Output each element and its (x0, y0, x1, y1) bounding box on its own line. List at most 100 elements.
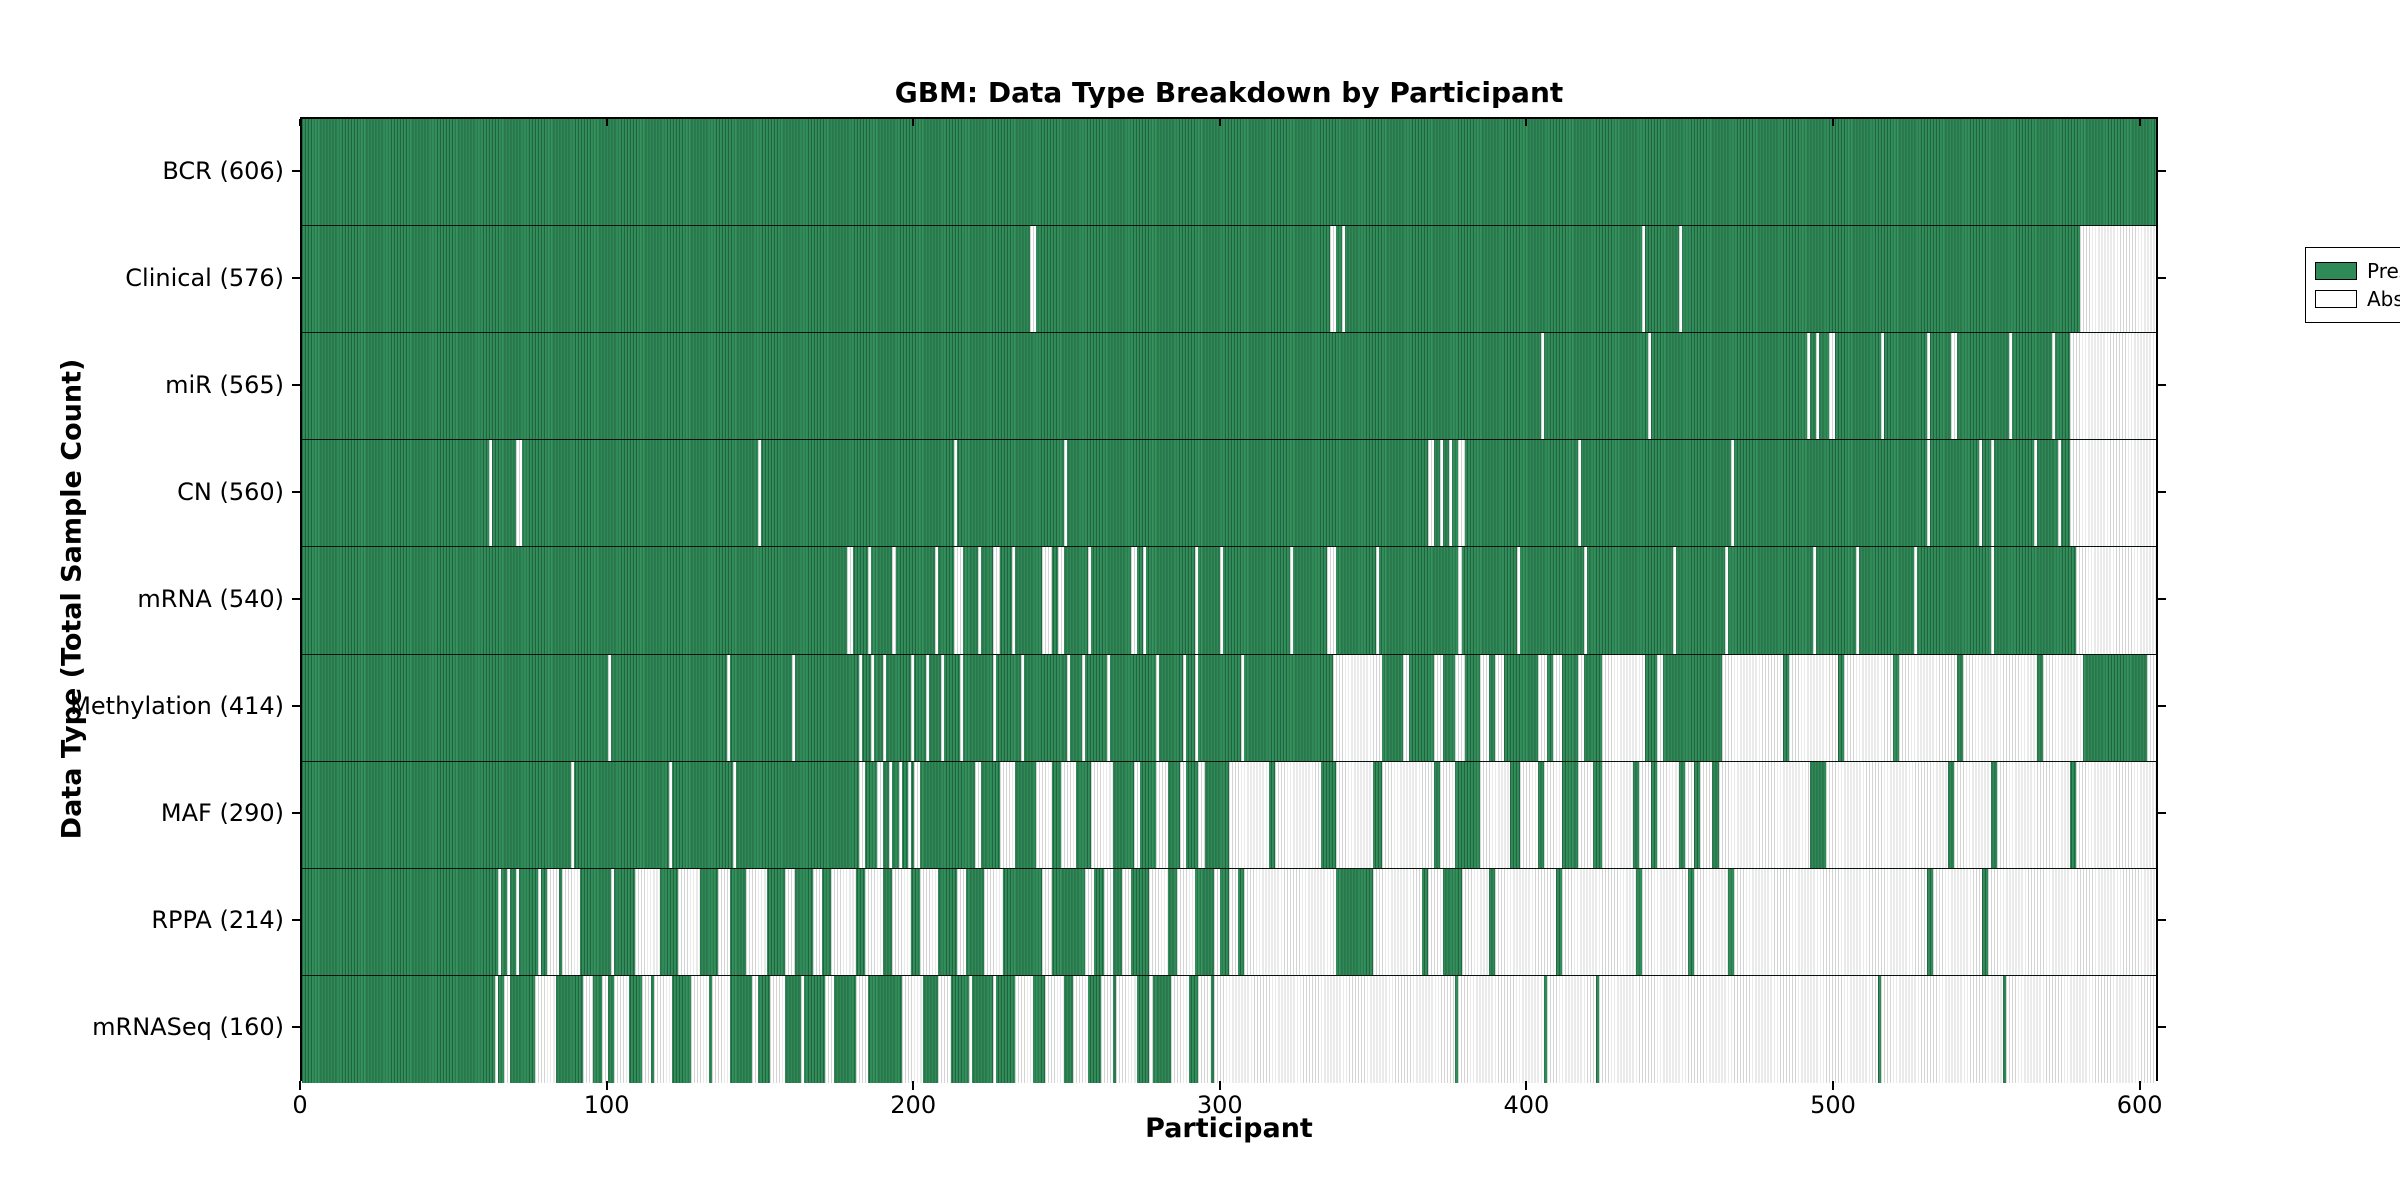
absent-segment (2006, 975, 2156, 1083)
absent-segment (1657, 761, 1679, 868)
absent-segment (751, 975, 758, 1083)
absent-segment (1978, 440, 1982, 547)
absent-segment (1375, 547, 1379, 654)
absent-segment (2033, 440, 2037, 547)
absent-segment (1155, 654, 1159, 761)
absent-segment (889, 761, 893, 868)
absent-segment (877, 761, 884, 868)
absent-segment (1718, 761, 1811, 868)
absent-segment (1926, 333, 1930, 440)
absent-segment (1085, 868, 1095, 975)
absent-segment (953, 440, 957, 547)
absent-segment (935, 547, 939, 654)
absent-segment (1990, 440, 1994, 547)
absent-segment (1672, 547, 1676, 654)
absent-segment (1149, 975, 1153, 1083)
absent-segment (1219, 547, 1223, 654)
absent-segment (938, 975, 951, 1083)
y-tick-left (292, 919, 300, 922)
absent-segment (1479, 761, 1511, 868)
absent-segment (1030, 226, 1037, 333)
y-tick-right (2158, 598, 2166, 600)
row-BCR (302, 119, 2156, 227)
absent-segment (1856, 547, 1860, 654)
absent-segment (867, 547, 872, 654)
absent-segment (1990, 547, 1994, 654)
x-tick (1525, 1081, 1528, 1090)
absent-segment (601, 975, 608, 1083)
absent-segment (1170, 975, 1190, 1083)
row-MAF (302, 761, 2156, 869)
absent-segment (1684, 761, 1695, 868)
absent-segment (516, 440, 523, 547)
absent-segment (1583, 547, 1587, 654)
absent-segment (993, 547, 1000, 654)
absent-segment (984, 868, 1003, 975)
absent-segment (1036, 761, 1052, 868)
absent-segment (1176, 868, 1196, 975)
legend-entry-present: Present (2315, 259, 2400, 283)
absent-segment (1241, 654, 1245, 761)
absent-segment (1495, 868, 1557, 975)
absent-segment (635, 868, 660, 975)
absent-segment (607, 654, 611, 761)
absent-segment (757, 440, 761, 547)
absent-segment (1103, 868, 1113, 975)
y-tick-label-RPPA: RPPA (214) (151, 906, 284, 935)
absent-segment (1602, 654, 1646, 761)
legend-entry-absent: Absent (2315, 287, 2400, 311)
absent-segment (1433, 654, 1444, 761)
absent-segment (1987, 868, 2156, 975)
absent-segment (1143, 547, 1147, 654)
absent-segment (1326, 547, 1337, 654)
plot-area: Present Absent (300, 117, 2400, 1083)
absent-segment (1577, 440, 1581, 547)
absent-segment (1440, 440, 1444, 547)
y-tick-right (2158, 705, 2166, 708)
row-mRNA (302, 547, 2156, 655)
absent-segment (1642, 226, 1646, 333)
absent-segment (641, 975, 651, 1083)
x-tick-top (1832, 119, 1834, 126)
x-tick-label: 500 (1810, 1091, 1856, 1119)
absent-segment (1458, 975, 1545, 1083)
absent-segment (1813, 547, 1817, 654)
x-tick-top (605, 119, 608, 126)
absent-segment (1880, 975, 2004, 1083)
absent-segment (1602, 761, 1633, 868)
absent-segment (864, 868, 884, 975)
y-tick-right (2158, 812, 2166, 815)
chart-title: GBM: Data Type Breakdown by Participant (894, 76, 1564, 109)
absent-segment (1121, 868, 1132, 975)
absent-segment (901, 975, 924, 1083)
x-tick-label: 600 (2116, 1091, 2163, 1119)
y-tick-right (2158, 1026, 2166, 1029)
absent-segment (1458, 547, 1462, 654)
absent-segment (1996, 761, 2071, 868)
absent-segment (1694, 868, 1728, 975)
absent-segment (1057, 547, 1064, 654)
absent-segment (1195, 547, 1199, 654)
absent-segment (1381, 761, 1434, 868)
row-RPPA (302, 868, 2156, 976)
y-tick-label-miR: miR (565) (165, 370, 284, 399)
absent-segment (1372, 868, 1422, 975)
absent-segment (892, 868, 911, 975)
absent-segment (1329, 226, 1337, 333)
absent-segment (1149, 868, 1168, 975)
absent-segment (1721, 654, 1783, 761)
absent-segment (1060, 761, 1077, 868)
absent-segment (1274, 761, 1321, 868)
absent-segment (1899, 654, 1958, 761)
legend: Present Absent (2305, 247, 2400, 323)
absent-segment (1063, 440, 1067, 547)
absent-segment (571, 761, 575, 868)
absent-segment (858, 654, 862, 761)
absent-segment (1547, 975, 1597, 1083)
absent-segment (1134, 761, 1141, 868)
absent-segment (1403, 654, 1410, 761)
y-tick-left (292, 490, 300, 493)
absent-segment (1131, 547, 1138, 654)
x-tick-label: 0 (292, 1091, 308, 1119)
absent-segment (1066, 654, 1070, 761)
